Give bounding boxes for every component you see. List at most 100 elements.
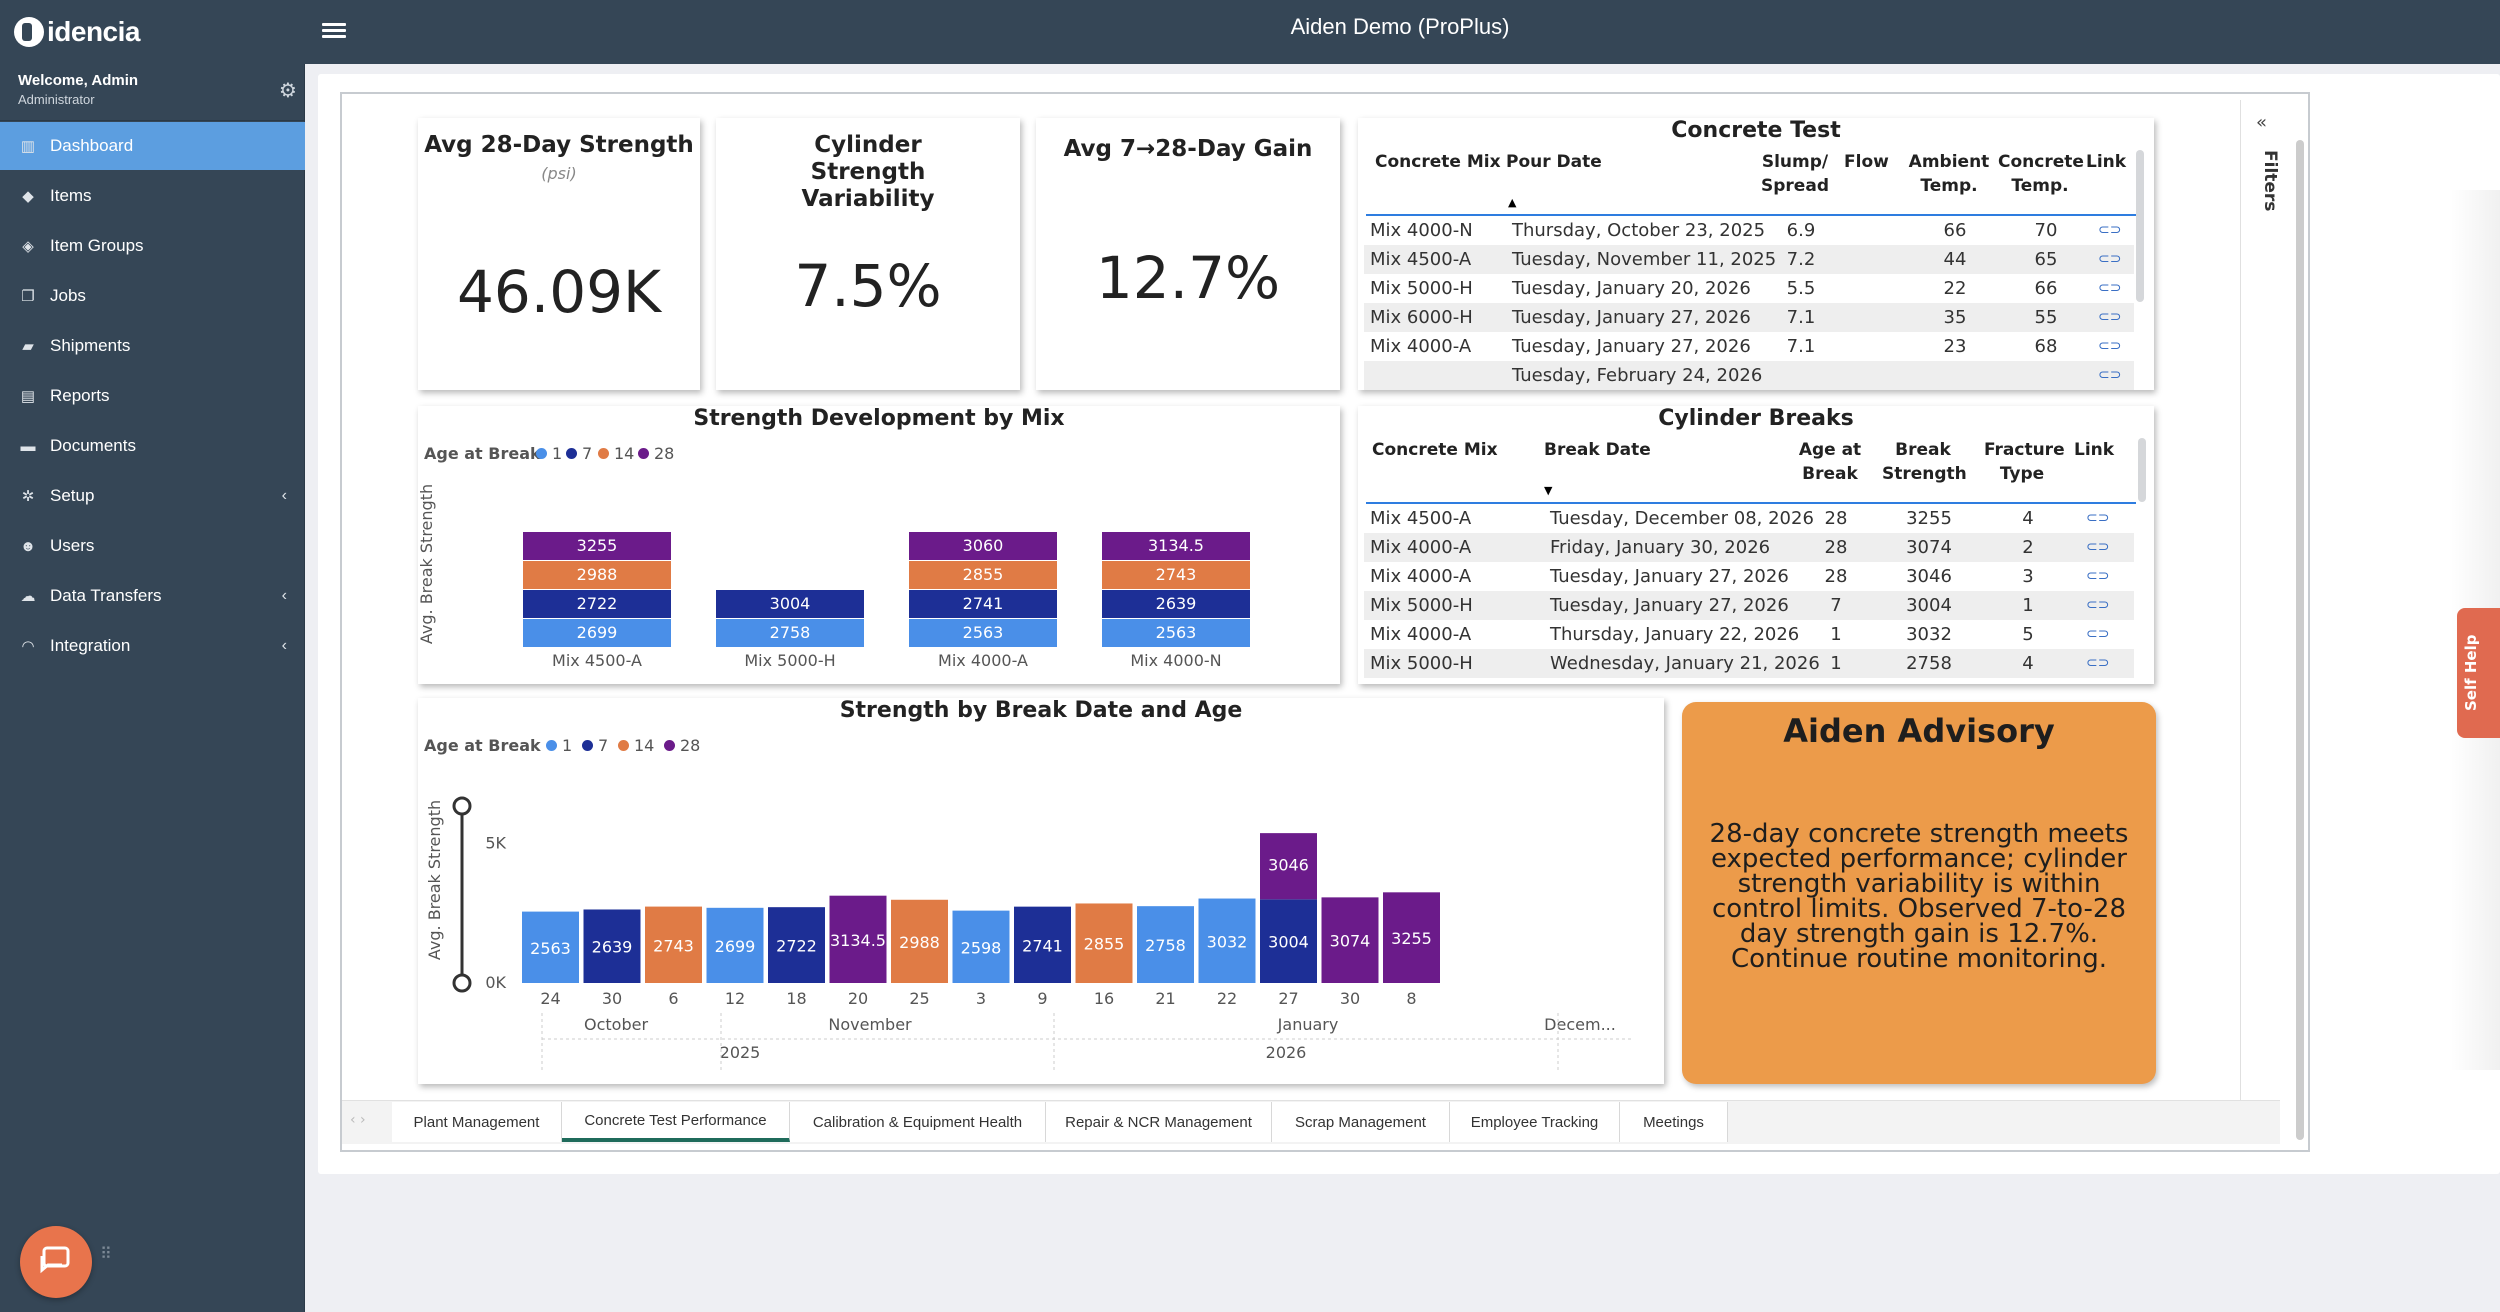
bar-segment[interactable]: [1102, 561, 1250, 589]
legend-item[interactable]: 7: [582, 736, 608, 755]
sidebar-item-reports[interactable]: ▤ Reports: [0, 372, 305, 420]
link-icon[interactable]: ⊂⊃: [2086, 539, 2110, 555]
bar[interactable]: [1198, 898, 1256, 983]
table-row[interactable]: [1364, 591, 2134, 620]
link-icon[interactable]: ⊂⊃: [2098, 222, 2122, 238]
self-help-button[interactable]: [2457, 608, 2500, 738]
column-header[interactable]: Break Strength: [1882, 440, 1967, 484]
column-header[interactable]: Break Date: [1544, 440, 1651, 460]
link-icon[interactable]: ⊂⊃: [2086, 626, 2110, 642]
bar-segment[interactable]: [716, 590, 864, 618]
legend-item[interactable]: 1: [546, 736, 572, 755]
bar-segment[interactable]: [1102, 619, 1250, 647]
sidebar-item-items[interactable]: ◆ Items: [0, 172, 305, 220]
legend-item[interactable]: 28: [664, 736, 700, 755]
slider-handle-top[interactable]: [452, 796, 472, 816]
sidebar-item-setup[interactable]: ✲ Setup ‹: [0, 472, 305, 520]
tab-scroll-arrows-icon[interactable]: ‹ ›: [350, 1112, 366, 1128]
column-header[interactable]: Concrete Temp.: [1998, 152, 2084, 196]
link-icon[interactable]: ⊂⊃: [2098, 367, 2122, 383]
bar[interactable]: [645, 906, 702, 983]
bar[interactable]: [1137, 906, 1194, 983]
column-header[interactable]: Concrete Mix: [1372, 440, 1498, 460]
bar[interactable]: [1260, 833, 1317, 900]
bar[interactable]: [1383, 892, 1440, 983]
legend-item[interactable]: 28: [638, 444, 674, 463]
link-icon[interactable]: ⊂⊃: [2086, 568, 2110, 584]
column-header[interactable]: Fracture Type: [1984, 440, 2065, 484]
column-header[interactable]: Slump/ Spread: [1761, 152, 1829, 196]
bar[interactable]: [891, 899, 948, 983]
bar[interactable]: [583, 909, 641, 983]
bar[interactable]: [1260, 899, 1317, 983]
link-icon[interactable]: ⊂⊃: [2098, 309, 2122, 325]
legend-item[interactable]: 7: [566, 444, 592, 463]
bar[interactable]: [1075, 903, 1133, 983]
table-scrollbar[interactable]: [2138, 438, 2146, 502]
bar-segment[interactable]: [523, 532, 671, 560]
column-header[interactable]: Flow: [1844, 152, 1889, 172]
link-icon[interactable]: ⊂⊃: [2098, 338, 2122, 354]
table-row[interactable]: [1364, 245, 2134, 274]
bar-segment[interactable]: [1102, 590, 1250, 618]
bar[interactable]: [1014, 906, 1071, 983]
bar-segment[interactable]: [716, 619, 864, 647]
bar[interactable]: [1321, 897, 1379, 983]
column-header[interactable]: Age at Break: [1798, 440, 1862, 484]
tab-calibration[interactable]: Calibration & Equipment Health: [790, 1102, 1046, 1142]
self-help-label[interactable]: Self Help: [2462, 634, 2480, 712]
legend-item[interactable]: 14: [598, 444, 634, 463]
bar-segment[interactable]: [909, 532, 1057, 560]
sidebar-item-dashboard[interactable]: ▥ Dashboard: [0, 122, 305, 170]
bar[interactable]: [522, 911, 579, 983]
sidebar-item-jobs[interactable]: ❐ Jobs: [0, 272, 305, 320]
column-header[interactable]: Link: [2074, 440, 2115, 460]
sidebar-item-data-transfers[interactable]: ☁ Data Transfers ‹: [0, 572, 305, 620]
column-header[interactable]: Pour Date: [1506, 152, 1602, 172]
legend-item[interactable]: 14: [618, 736, 654, 755]
tab-meetings[interactable]: Meetings: [1620, 1102, 1728, 1142]
tab-employee-tracking[interactable]: Employee Tracking: [1450, 1102, 1620, 1142]
column-header[interactable]: Link: [2086, 152, 2127, 172]
bar-segment[interactable]: [909, 619, 1057, 647]
bar[interactable]: [829, 895, 887, 983]
bar-segment[interactable]: [523, 561, 671, 589]
table-scrollbar[interactable]: [2136, 150, 2144, 302]
report-scrollbar[interactable]: [2296, 140, 2304, 1140]
bar-segment[interactable]: [909, 590, 1057, 618]
bar-segment[interactable]: [523, 590, 671, 618]
link-icon[interactable]: ⊂⊃: [2086, 510, 2110, 526]
bar-segment[interactable]: [1102, 532, 1250, 560]
chat-button[interactable]: [20, 1226, 92, 1298]
column-header[interactable]: Ambient Temp.: [1908, 152, 1990, 196]
table-row[interactable]: [1364, 533, 2134, 562]
sidebar-item-integration[interactable]: ◠ Integration ‹: [0, 622, 305, 670]
collapse-chevron-icon[interactable]: «: [2256, 112, 2268, 133]
tab-scrap-management[interactable]: Scrap Management: [1272, 1102, 1450, 1142]
link-icon[interactable]: ⊂⊃: [2086, 597, 2110, 613]
link-icon[interactable]: ⊂⊃: [2098, 280, 2122, 296]
bar[interactable]: [706, 907, 764, 983]
table-row[interactable]: [1364, 361, 2134, 390]
link-icon[interactable]: ⊂⊃: [2098, 251, 2122, 267]
table-row[interactable]: [1364, 649, 2134, 678]
link-icon[interactable]: ⊂⊃: [2086, 655, 2110, 671]
bar[interactable]: [768, 907, 825, 983]
drag-handle-icon[interactable]: ⠿: [100, 1244, 112, 1263]
table-row[interactable]: [1364, 303, 2134, 332]
menu-toggle-button[interactable]: [322, 20, 346, 42]
sidebar-item-shipments[interactable]: ▰ Shipments: [0, 322, 305, 370]
filters-toggle[interactable]: Filters: [2260, 150, 2280, 212]
sidebar-item-users[interactable]: ☻ Users: [0, 522, 305, 570]
sidebar-item-item-groups[interactable]: ◈ Item Groups: [0, 222, 305, 270]
bar-segment[interactable]: [523, 619, 671, 647]
tab-concrete-test-performance[interactable]: Concrete Test Performance: [562, 1102, 790, 1142]
bar[interactable]: [952, 910, 1010, 983]
slider-handle-bottom[interactable]: [452, 973, 472, 993]
sidebar-item-documents[interactable]: ▬ Documents: [0, 422, 305, 470]
legend-item[interactable]: 1: [536, 444, 562, 463]
column-header[interactable]: Concrete Mix: [1375, 152, 1501, 172]
tab-plant-management[interactable]: Plant Management: [392, 1102, 562, 1142]
gear-icon[interactable]: ⚙: [279, 78, 297, 102]
tab-repair-ncr[interactable]: Repair & NCR Management: [1046, 1102, 1272, 1142]
